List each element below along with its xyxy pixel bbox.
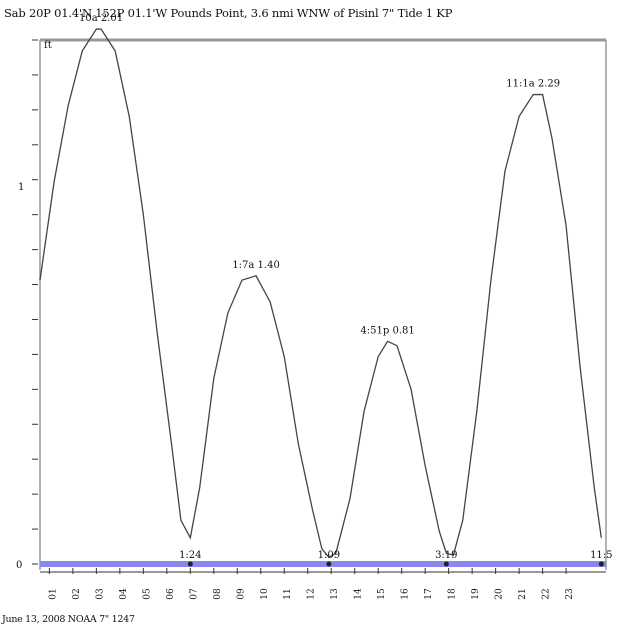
y-mid-label: 1 <box>18 182 24 193</box>
tide-curve <box>39 28 602 559</box>
x-tick-label: 12 <box>307 588 317 599</box>
y-max-label: ft <box>44 40 52 51</box>
extremum-label: 1:7a 1.40 <box>232 260 280 271</box>
low-tide-marker <box>598 561 604 567</box>
x-tick-label: 15 <box>377 588 387 600</box>
x-tick-label: 17 <box>424 588 434 600</box>
x-tick-label: 18 <box>448 588 458 600</box>
x-tick-label: 11 <box>283 588 293 599</box>
x-tick-label: 22 <box>542 588 552 599</box>
low-tide-marker <box>443 561 449 567</box>
x-tick-label: 19 <box>471 588 481 600</box>
x-tick-label: 13 <box>330 588 340 600</box>
extremum-label: 3:19 <box>435 550 457 561</box>
extremum-label: 11:5 <box>590 550 612 561</box>
x-tick-label: 04 <box>119 588 129 600</box>
x-tick-label: 05 <box>142 588 152 600</box>
chart-header: Sab 20P 01.4'N 152P 01.1'W Pounds Point,… <box>4 6 453 20</box>
x-tick-label: 02 <box>72 588 82 599</box>
extremum-label: 1:09 <box>318 550 340 561</box>
x-tick-label: 16 <box>401 588 411 600</box>
extremum-label: 10a 2.01 <box>79 13 123 24</box>
extremum-label: 1:24 <box>179 550 201 561</box>
x-tick-label: 21 <box>518 588 528 599</box>
x-tick-label: 10 <box>260 588 270 600</box>
extremum-label: 4:51p 0.81 <box>360 325 414 336</box>
x-tick-label: 07 <box>189 588 199 600</box>
x-tick-label: 14 <box>354 588 364 600</box>
x-tick-label: 09 <box>236 588 246 600</box>
extremum-label: 11:1a 2.29 <box>506 79 560 90</box>
y-zero-label: 0 <box>16 560 22 571</box>
x-tick-label: 23 <box>565 588 575 600</box>
low-tide-marker <box>326 561 332 567</box>
x-tick-label: 20 <box>495 588 505 600</box>
low-tide-marker <box>187 561 193 567</box>
x-tick-label: 08 <box>213 588 223 600</box>
x-tick-label: 03 <box>95 588 105 600</box>
x-tick-label: 06 <box>166 588 176 600</box>
chart-footer: June 13, 2008 NOAA 7" 1247 <box>2 614 135 625</box>
zero-baseline <box>40 561 606 567</box>
x-tick-label: 01 <box>48 588 58 599</box>
